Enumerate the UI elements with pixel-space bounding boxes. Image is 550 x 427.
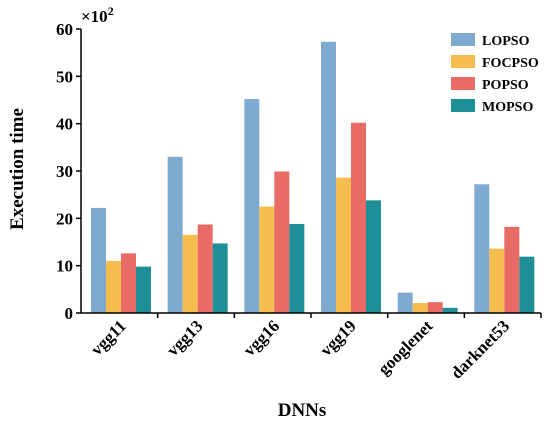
y-tick-label: 10 xyxy=(56,257,73,276)
bar-popso-vgg16 xyxy=(274,171,290,313)
x-ticks-group: vgg11 vgg13 vgg16 vgg19 googlenet darknet53 xyxy=(87,313,542,383)
bar-popso-googlenet xyxy=(427,302,443,313)
bar-focpso-googlenet xyxy=(412,303,428,313)
bar-popso-vgg11 xyxy=(121,253,136,313)
bar-mopso-vgg19 xyxy=(366,200,381,313)
legend-label-popso: POPSO xyxy=(482,78,529,93)
x-tick-label: darknet53 xyxy=(447,316,513,382)
bar-mopso-darknet53 xyxy=(519,256,535,313)
x-tick-label: vgg13 xyxy=(163,316,206,359)
bar-popso-vgg19 xyxy=(351,122,366,313)
y-tick-label: 50 xyxy=(56,67,73,86)
bar-focpso-vgg11 xyxy=(106,260,121,313)
bar-lopso-googlenet xyxy=(397,292,413,313)
bar-lopso-vgg13 xyxy=(167,156,183,313)
y-tick-label: 20 xyxy=(56,209,73,228)
bar-lopso-vgg11 xyxy=(91,207,106,313)
legend-swatch-lopso xyxy=(451,33,475,46)
bars-group xyxy=(91,41,535,313)
bar-mopso-vgg16 xyxy=(289,224,305,313)
x-tick-label: vgg11 xyxy=(87,316,130,359)
bar-focpso-vgg16 xyxy=(259,206,275,313)
bar-popso-vgg13 xyxy=(197,224,213,313)
bar-lopso-darknet53 xyxy=(474,184,490,313)
legend-label-lopso: LOPSO xyxy=(482,34,530,49)
bar-mopso-googlenet xyxy=(442,307,458,313)
legend-swatch-popso xyxy=(451,77,475,90)
bar-popso-darknet53 xyxy=(504,226,520,313)
x-tick-label: vgg19 xyxy=(316,316,359,359)
y-multiplier-exponent: 2 xyxy=(108,4,114,18)
y-tick-label: 30 xyxy=(56,162,73,181)
y-multiplier-base: ×10 xyxy=(81,7,108,26)
y-tick-label: 40 xyxy=(56,115,73,134)
bar-focpso-vgg19 xyxy=(336,177,351,313)
x-axis-title: DNNs xyxy=(278,400,327,421)
bar-lopso-vgg16 xyxy=(244,99,260,313)
y-axis-title: Execution time xyxy=(7,108,28,230)
legend-label-focpso: FOCPSO xyxy=(482,56,539,71)
bar-lopso-vgg19 xyxy=(321,41,336,313)
legend: LOPSO FOCPSO POPSO MOPSO xyxy=(451,33,539,115)
bar-mopso-vgg11 xyxy=(136,266,151,313)
y-axis-multiplier: ×102 xyxy=(81,4,114,26)
legend-label-mopso: MOPSO xyxy=(482,100,533,115)
y-ticks-group: 0 10 20 30 40 50 60 xyxy=(56,20,81,323)
y-tick-label: 60 xyxy=(56,20,73,39)
y-tick-label: 0 xyxy=(65,304,74,323)
bar-focpso-vgg13 xyxy=(182,234,198,313)
bar-focpso-darknet53 xyxy=(489,248,505,313)
x-tick-label: vgg16 xyxy=(240,316,283,359)
bar-mopso-vgg13 xyxy=(212,243,228,313)
x-tick-label: googlenet xyxy=(374,316,436,378)
legend-swatch-focpso xyxy=(451,55,475,68)
legend-swatch-mopso xyxy=(451,99,475,112)
